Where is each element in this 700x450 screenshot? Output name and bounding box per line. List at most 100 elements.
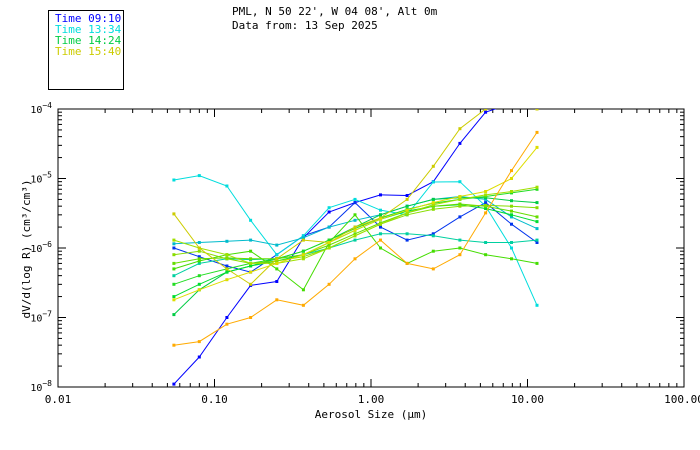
data-point — [197, 355, 201, 359]
legend-entry-1334: Time 13:34 — [55, 23, 122, 36]
data-point — [197, 257, 201, 261]
data-point — [225, 270, 229, 274]
data-point — [172, 212, 176, 216]
data-point — [510, 246, 513, 250]
data-point — [301, 255, 305, 259]
data-point — [172, 253, 176, 257]
y-tick-label: 10−4 — [30, 101, 52, 116]
x-tick-label: 0.01 — [45, 393, 72, 406]
data-point — [510, 177, 513, 180]
data-point — [510, 213, 513, 217]
data-point — [275, 261, 279, 265]
data-point — [535, 109, 539, 111]
data-point — [197, 274, 201, 278]
data-point — [405, 211, 409, 215]
data-point — [225, 253, 229, 257]
data-point — [484, 197, 488, 201]
data-point — [510, 102, 513, 105]
data-point — [535, 220, 539, 224]
data-point — [431, 197, 435, 201]
y-tick-label: 10−7 — [30, 310, 52, 325]
data-point — [275, 243, 279, 247]
header-data-from: Data from: 13 Sep 2025 — [232, 19, 378, 32]
data-point — [301, 249, 305, 253]
data-point — [379, 238, 382, 242]
data-point — [225, 257, 229, 261]
data-point — [197, 288, 201, 292]
data-point — [484, 201, 488, 205]
data-point — [249, 282, 253, 286]
data-point — [172, 295, 176, 299]
legend: Time 09:10 Time 13:34 Time 14:24 Time 15… — [48, 10, 124, 90]
data-point — [275, 257, 279, 261]
data-point — [275, 298, 279, 302]
data-point — [172, 382, 176, 386]
data-point — [484, 253, 488, 257]
data-point — [197, 340, 201, 344]
data-point — [275, 280, 279, 283]
data-point — [172, 267, 176, 271]
data-point — [301, 234, 305, 238]
data-point — [458, 197, 462, 201]
data-point — [197, 174, 201, 178]
series-line — [173, 201, 538, 273]
data-point — [510, 215, 513, 219]
data-point — [249, 270, 253, 274]
data-point — [172, 298, 176, 302]
data-point — [431, 201, 435, 205]
data-point — [484, 211, 488, 215]
data-point — [484, 207, 488, 210]
data-point — [535, 187, 539, 191]
data-point — [431, 267, 435, 271]
data-point — [405, 197, 409, 201]
data-point — [458, 195, 462, 198]
data-point — [484, 109, 488, 111]
x-tick-label: 100.00 — [664, 393, 700, 406]
x-axis-label: Aerosol Size (µm) — [315, 408, 428, 421]
data-point — [172, 246, 176, 250]
data-point — [225, 316, 229, 319]
data-point — [327, 225, 331, 229]
data-point — [458, 215, 462, 219]
plot-frame — [57, 108, 685, 388]
data-point — [484, 241, 488, 244]
data-point — [327, 210, 331, 214]
data-point — [353, 234, 357, 238]
data-point — [249, 264, 253, 268]
data-point — [458, 127, 462, 131]
data-point — [405, 208, 409, 212]
data-point — [535, 185, 539, 189]
data-point — [353, 238, 357, 242]
legend-entry-0910: Time 09:10 — [55, 12, 122, 25]
data-point — [535, 241, 539, 244]
data-point — [458, 238, 462, 242]
data-point — [510, 204, 513, 208]
data-point — [249, 261, 253, 265]
data-point — [431, 207, 435, 211]
data-point — [379, 232, 382, 236]
data-point — [249, 257, 253, 261]
data-point — [405, 238, 409, 242]
data-point — [172, 178, 176, 182]
data-point — [172, 282, 176, 286]
data-point — [249, 316, 253, 319]
data-point — [327, 246, 331, 250]
data-point — [275, 267, 279, 271]
data-point — [301, 253, 305, 257]
data-point — [353, 218, 357, 222]
data-point — [353, 201, 357, 205]
data-point — [535, 206, 539, 210]
data-point — [327, 241, 331, 244]
data-point — [510, 169, 513, 173]
data-point — [379, 213, 382, 217]
data-point — [301, 238, 305, 242]
data-point — [431, 180, 435, 184]
data-point — [510, 257, 513, 261]
data-point — [249, 249, 253, 253]
data-point — [327, 206, 331, 210]
data-point — [510, 241, 513, 244]
y-tick-label: 10−8 — [30, 379, 52, 394]
data-point — [249, 238, 253, 242]
data-point — [172, 261, 176, 265]
data-point — [535, 227, 539, 231]
